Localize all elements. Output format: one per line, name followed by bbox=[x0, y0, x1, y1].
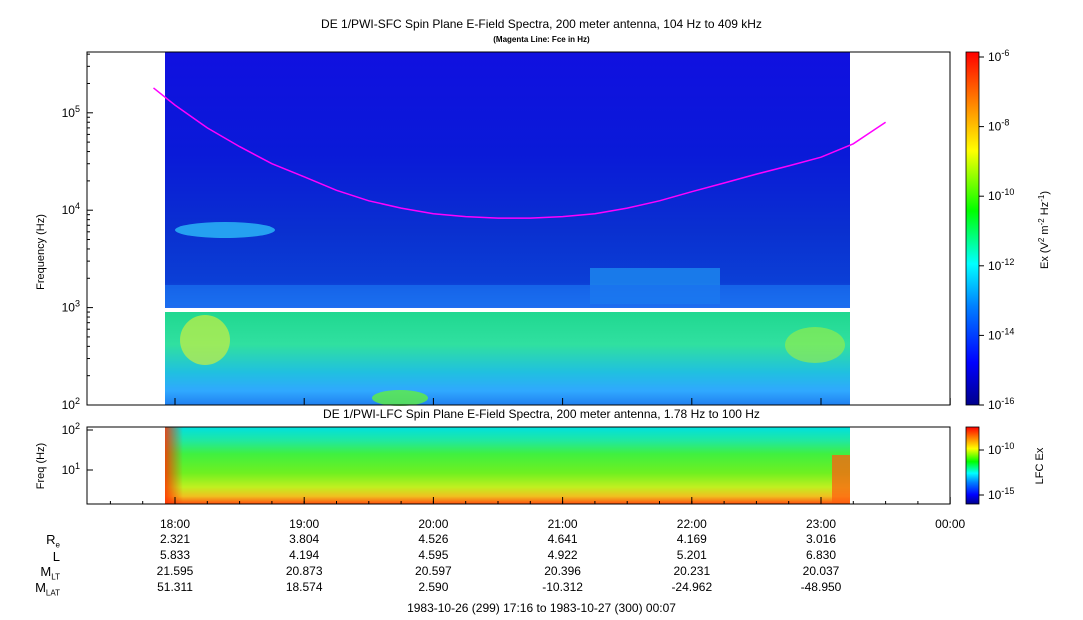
lfc-end-burst bbox=[832, 455, 850, 504]
lfc-ytick-label: 101 bbox=[62, 461, 80, 477]
ephemeris-value: 2.590 bbox=[418, 580, 449, 594]
eph-label-mlt: MLT bbox=[40, 564, 60, 582]
ephemeris-value: 20.396 bbox=[544, 564, 581, 578]
colorbar-tick-label: 10-14 bbox=[988, 326, 1014, 342]
eph-label-l: L bbox=[52, 549, 60, 564]
eph-label-re: Re bbox=[46, 532, 60, 550]
sfc-low-freq-band bbox=[165, 285, 850, 305]
lfc-frame bbox=[86, 426, 951, 505]
ephemeris-value: 20.231 bbox=[673, 564, 711, 578]
sfc-ytick-label: 103 bbox=[62, 299, 80, 315]
ephemeris-value: 2.321 bbox=[159, 532, 191, 546]
ephemeris-value: -48.950 bbox=[800, 580, 842, 594]
colorbar-tick-label: 10-10 bbox=[988, 187, 1014, 203]
sfc-burst-2 bbox=[372, 390, 428, 406]
sfc-subtitle: (Magenta Line: Fce in Hz) bbox=[493, 35, 590, 44]
sfc-y-axis: 102 103 104 105 bbox=[62, 53, 93, 412]
colorbar-tick-label: 10-6 bbox=[988, 48, 1009, 64]
lfc-panel: Freq (Hz) 101 102 18:00 19:00 20:00 21:00 22:… bbox=[35, 421, 966, 531]
colorbar-tick-label: 10-12 bbox=[988, 257, 1014, 273]
ephemeris-value: 3.804 bbox=[289, 532, 320, 546]
eph-label-mlat: MLAT bbox=[35, 580, 60, 598]
lfc-title: DE 1/PWI-LFC Spin Plane E-Field Spectra,… bbox=[323, 407, 760, 421]
sfc-ylabel: Frequency (Hz) bbox=[35, 214, 47, 290]
sfc-colorbar-label: Ex (V2 m-2 Hz-1) bbox=[1037, 191, 1051, 269]
colorbar-tick-label: 10-16 bbox=[988, 396, 1014, 412]
sfc-burst-1 bbox=[180, 315, 230, 365]
lfc-colorbar: 10-10 10-15 LFC Ex bbox=[965, 426, 1046, 505]
ephemeris-value: -24.962 bbox=[671, 580, 713, 594]
ephemeris-value: 4.194 bbox=[289, 548, 320, 562]
ephemeris-value: 4.595 bbox=[418, 548, 449, 562]
sfc-ytick-label: 102 bbox=[62, 396, 80, 412]
lfc-ytick-label: 102 bbox=[62, 421, 80, 437]
sfc-colorbar: 10-6 10-8 10-10 10-12 10-14 10-16 Ex (V2 m-2 … bbox=[965, 48, 1051, 412]
xtick-label: 00:00 bbox=[935, 517, 965, 531]
ephemeris-value: 4.641 bbox=[547, 532, 578, 546]
ephemeris-value: -10.312 bbox=[542, 580, 583, 594]
xtick-label: 18:00 bbox=[160, 517, 190, 531]
time-range: 1983-10-26 (299) 17:16 to 1983-10-27 (30… bbox=[407, 601, 676, 615]
lfc-spectrum bbox=[165, 427, 850, 504]
ephemeris-value: 4.526 bbox=[418, 532, 449, 546]
ephemeris-value: 21.595 bbox=[156, 564, 194, 578]
lfc-y-axis: 101 102 bbox=[62, 421, 93, 477]
lfc-ylabel: Freq (Hz) bbox=[35, 443, 47, 489]
xtick-label: 20:00 bbox=[418, 517, 448, 531]
sfc-burst-3 bbox=[785, 327, 845, 363]
fce-line bbox=[153, 87, 887, 219]
lfc-colorbar-label: LFC Ex bbox=[1034, 447, 1046, 484]
ephemeris-value: 18.574 bbox=[285, 580, 323, 594]
colorbar-tick-label: 10-8 bbox=[988, 118, 1009, 134]
sfc-ytick-label: 104 bbox=[62, 201, 80, 217]
ephemeris-value: 20.873 bbox=[285, 564, 323, 578]
sfc-burst-4 bbox=[175, 222, 275, 238]
time-axis: 18:00 19:00 20:00 21:00 22:00 23:00 00:00 bbox=[109, 497, 966, 531]
ephemeris-value: 4.169 bbox=[676, 532, 707, 546]
ephemeris-value: 6.830 bbox=[805, 548, 837, 562]
ephemeris-value: 4.922 bbox=[547, 548, 578, 562]
ephemeris-value: 51.311 bbox=[157, 580, 193, 594]
ephemeris-value: 5.833 bbox=[159, 548, 191, 562]
sfc-title: DE 1/PWI-SFC Spin Plane E-Field Spectra,… bbox=[321, 17, 762, 31]
sfc-panel: Frequency (Hz) 102 103 104 105 bbox=[35, 51, 951, 412]
ephemeris-value: 3.016 bbox=[805, 532, 837, 546]
colorbar-tick-label: 10-15 bbox=[988, 486, 1014, 502]
ephemeris-value: 20.037 bbox=[802, 564, 840, 578]
colorbar-tick-label: 10-10 bbox=[988, 441, 1014, 457]
xtick-label: 22:00 bbox=[677, 517, 707, 531]
ephemeris-value: 5.201 bbox=[676, 548, 707, 562]
sfc-frame bbox=[86, 51, 951, 406]
xtick-label: 19:00 bbox=[289, 517, 319, 531]
lfc-start-burst bbox=[165, 427, 183, 504]
sfc-ytick-label: 105 bbox=[62, 104, 80, 120]
sfc-high-band bbox=[165, 52, 850, 308]
sfc-low-band bbox=[165, 312, 850, 405]
xtick-label: 23:00 bbox=[806, 517, 836, 531]
ephemeris-value: 20.597 bbox=[415, 564, 452, 578]
xtick-label: 21:00 bbox=[548, 517, 578, 531]
